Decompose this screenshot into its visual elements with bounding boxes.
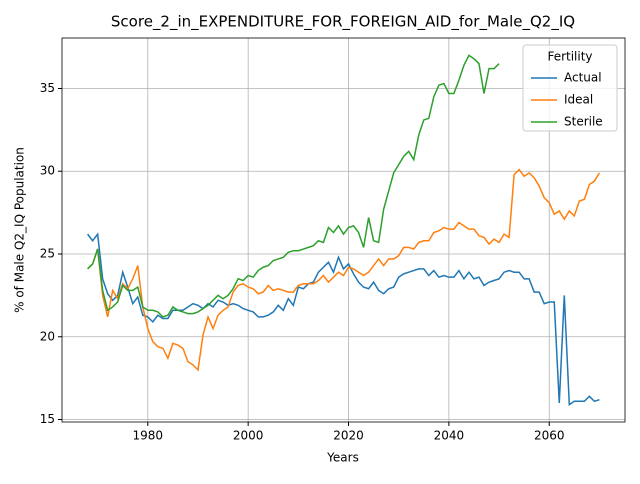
y-tick-label: 15 [40, 412, 55, 426]
x-tick-label: 2060 [534, 429, 565, 443]
legend-label: Sterile [564, 115, 603, 129]
line-series [87, 168, 601, 372]
y-tick-label: 30 [40, 164, 55, 178]
chart-title: Score_2_in_EXPENDITURE_FOR_FOREIGN_AID_f… [111, 13, 575, 32]
line-series [86, 232, 600, 406]
y-tick-label: 20 [40, 329, 55, 343]
x-tick-label: 2000 [233, 429, 264, 443]
y-axis-label: % of Male Q2_IQ Population [13, 147, 27, 313]
y-tick-label: 25 [40, 247, 55, 261]
x-tick-label: 2020 [333, 429, 364, 443]
x-tick-label: 1980 [133, 429, 164, 443]
plot-frame [61, 37, 626, 423]
y-tick-label: 35 [40, 81, 55, 95]
line-series [87, 54, 500, 318]
x-tick-label: 2040 [434, 429, 465, 443]
x-axis-label: Years [326, 451, 359, 465]
legend-label: Actual [564, 71, 602, 85]
legend-label: Ideal [564, 93, 593, 107]
legend-title: Fertility [547, 50, 592, 64]
legend-box [522, 44, 618, 132]
